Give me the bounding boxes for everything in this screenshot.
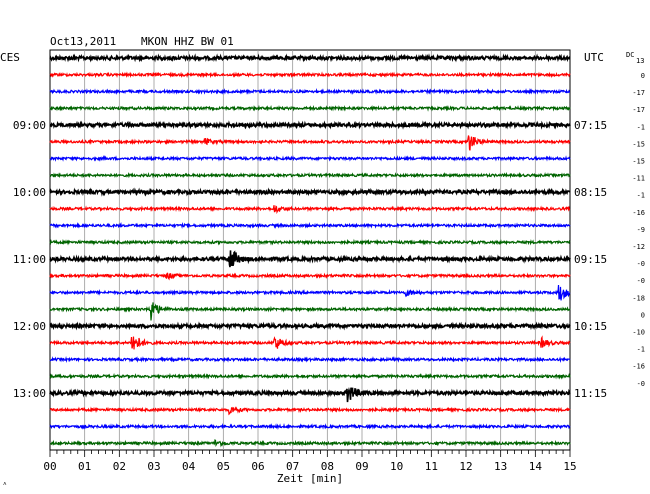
plot-frame — [49, 49, 571, 451]
x-tick-label: 00 — [43, 460, 56, 473]
hour-label-right: 07:15 — [574, 119, 607, 132]
trace-row — [49, 53, 571, 63]
chart-station: MKON HHZ BW 01 — [141, 35, 234, 48]
dc-offset-value: -16 — [632, 363, 645, 371]
dc-offset-value: -0 — [637, 380, 645, 388]
x-tick-label: 15 — [563, 460, 576, 473]
hour-label-right: 10:15 — [574, 320, 607, 333]
dc-offset-value: -15 — [632, 158, 645, 166]
trace-row — [49, 135, 571, 151]
hour-label-left: 13:00 — [13, 387, 46, 400]
hour-label-left: 10:00 — [13, 186, 46, 199]
hour-label-left: 12:00 — [13, 320, 46, 333]
right-timezone-label: UTC — [584, 51, 604, 64]
dc-subscript: 13 — [636, 57, 644, 65]
hour-label-left: 11:00 — [13, 253, 46, 266]
dc-offset-value: -1 — [637, 123, 645, 131]
dc-offset-value: -11 — [632, 175, 645, 183]
trace-row — [49, 356, 571, 363]
trace-row — [49, 87, 571, 95]
dc-offset-value: -16 — [632, 209, 645, 217]
dc-offset-value: -17 — [632, 106, 645, 114]
x-tick-label: 12 — [459, 460, 472, 473]
x-tick-label: 09 — [355, 460, 368, 473]
hour-label-left: 09:00 — [13, 119, 46, 132]
trace-row — [49, 406, 571, 416]
trace-row — [49, 221, 571, 230]
trace-row — [49, 104, 571, 112]
hour-label-right: 09:15 — [574, 253, 607, 266]
dc-offset-value: -17 — [632, 89, 645, 97]
dc-offset-value: 0 — [641, 72, 645, 80]
trace-row — [49, 272, 571, 281]
x-tick-label: 01 — [78, 460, 91, 473]
x-tick-label: 02 — [113, 460, 126, 473]
dc-offset-value: -0 — [637, 277, 645, 285]
trace-group — [49, 53, 571, 448]
trace-row — [49, 284, 571, 301]
dc-label: DC — [626, 51, 634, 59]
trace-row — [49, 250, 571, 268]
dc-offset-value: -1 — [637, 192, 645, 200]
hour-label-right: 11:15 — [574, 387, 607, 400]
chart-date: Oct13,2011 — [50, 35, 116, 48]
x-tick-label: 04 — [182, 460, 196, 473]
dc-offset-value: -1 — [637, 346, 645, 354]
x-axis: 00 01 02 03 04 05 06 07 08 09 10 11 12 13 14 15 — [43, 450, 577, 473]
x-tick-label: 10 — [390, 460, 403, 473]
trace-row — [49, 321, 571, 331]
x-tick-label: 11 — [425, 460, 438, 473]
dc-offset-value: 0 — [641, 311, 645, 319]
trace-row — [49, 302, 571, 321]
trace-row — [49, 205, 571, 215]
x-tick-label: 14 — [529, 460, 543, 473]
trace-row — [49, 372, 571, 380]
footer-mark: ˄ — [3, 481, 7, 488]
label-group: 09:00 10:00 11:00 12:00 13:00 07:15 08:15 09:15… — [13, 72, 645, 400]
dc-offset-value: -15 — [632, 140, 645, 148]
x-tick-label: 07 — [286, 460, 299, 473]
trace-row — [49, 71, 571, 79]
trace-row — [49, 423, 571, 431]
x-tick-label: 05 — [217, 460, 230, 473]
dc-offset-value: -9 — [637, 226, 645, 234]
x-axis-label: Zeit [min] — [277, 472, 343, 485]
trace-row — [49, 238, 571, 246]
dc-offset-value: -10 — [632, 329, 645, 337]
dc-offset-value: -18 — [632, 294, 645, 302]
trace-row — [49, 187, 571, 197]
left-timezone-label: CES — [0, 51, 20, 64]
trace-row — [49, 387, 571, 403]
x-tick-label: 13 — [494, 460, 507, 473]
trace-row — [49, 154, 571, 162]
trace-row — [49, 120, 571, 130]
grid — [49, 49, 571, 451]
trace-row — [49, 335, 571, 350]
hour-label-right: 08:15 — [574, 186, 607, 199]
x-tick-label: 03 — [147, 460, 160, 473]
x-tick-label: 08 — [321, 460, 334, 473]
dc-offset-value: -0 — [637, 260, 645, 268]
trace-row — [49, 171, 571, 179]
dc-offset-value: -12 — [632, 243, 645, 251]
x-tick-label: 06 — [251, 460, 264, 473]
trace-row — [49, 439, 571, 448]
